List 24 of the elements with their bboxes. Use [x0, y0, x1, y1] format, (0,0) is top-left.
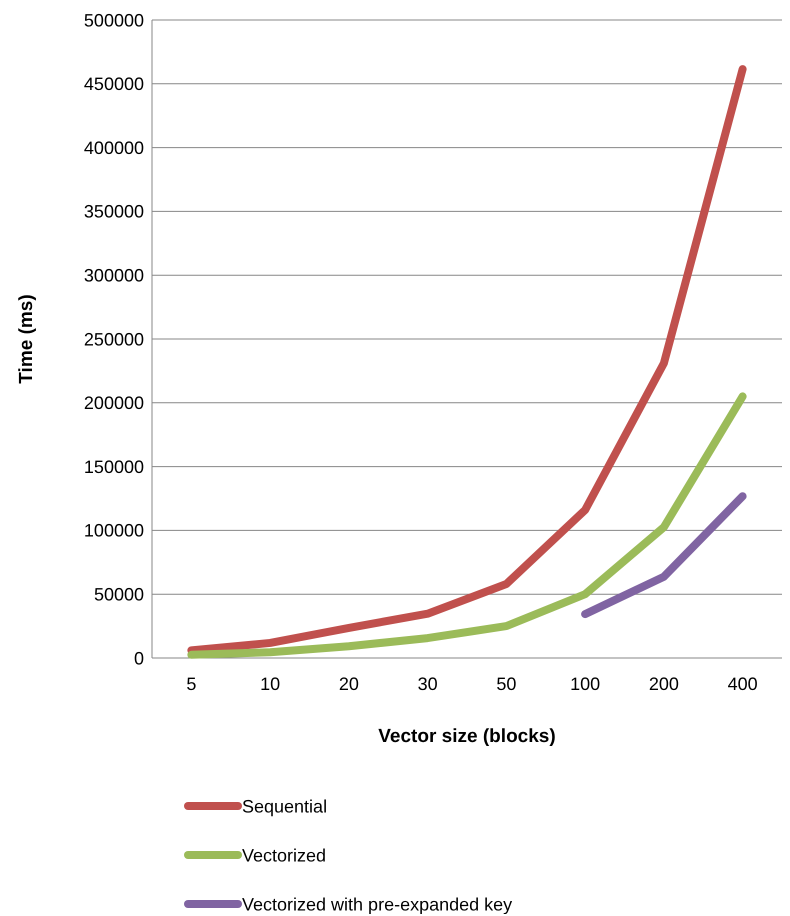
- y-tick-label: 500000: [84, 10, 144, 30]
- y-tick-label: 100000: [84, 520, 144, 541]
- legend-label: Vectorized: [242, 845, 326, 866]
- y-axis-title: Time (ms): [16, 294, 37, 384]
- x-tick-label: 5: [186, 674, 196, 694]
- x-tick-label: 50: [496, 674, 516, 694]
- x-axis-title: Vector size (blocks): [378, 726, 556, 747]
- y-tick-label: 250000: [84, 329, 144, 350]
- x-tick-label: 100: [570, 674, 600, 694]
- y-tick-label: 150000: [84, 456, 144, 477]
- x-tick-label: 10: [260, 674, 280, 694]
- y-tick-label: 350000: [84, 202, 144, 222]
- y-tick-label: 0: [134, 648, 144, 668]
- x-tick-label: 20: [338, 674, 359, 694]
- x-tick-label: 200: [648, 674, 679, 694]
- y-tick-label: 200000: [84, 393, 144, 414]
- legend-label: Sequential: [242, 796, 328, 816]
- y-tick-label: 400000: [84, 138, 144, 158]
- x-tick-label: 400: [728, 674, 758, 694]
- x-tick-label: 30: [418, 674, 438, 694]
- y-tick-label: 450000: [84, 74, 144, 94]
- y-tick-label: 50000: [94, 584, 144, 604]
- legend-label: Vectorized with pre-expanded key: [242, 894, 512, 914]
- y-tick-label: 300000: [84, 266, 144, 286]
